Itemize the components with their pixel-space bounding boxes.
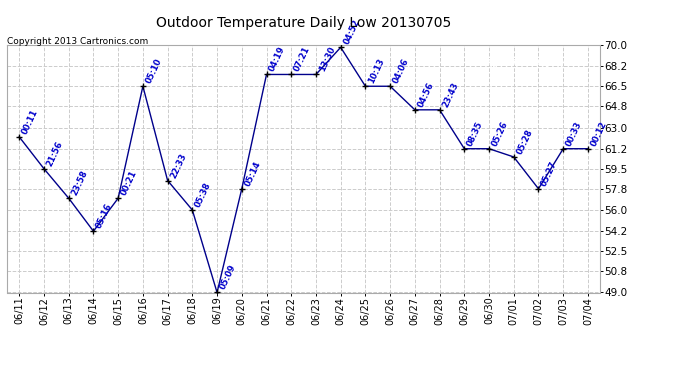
Text: 04:52: 04:52 bbox=[342, 18, 362, 46]
Text: 05:09: 05:09 bbox=[218, 264, 237, 291]
Text: 08:35: 08:35 bbox=[466, 120, 485, 147]
Text: 23:43: 23:43 bbox=[441, 81, 460, 109]
Text: 05:14: 05:14 bbox=[243, 159, 262, 188]
Text: 22:33: 22:33 bbox=[169, 152, 188, 179]
Text: 05:26: 05:26 bbox=[491, 120, 510, 147]
Text: 21:56: 21:56 bbox=[46, 140, 65, 168]
Text: 00:21: 00:21 bbox=[119, 169, 139, 197]
Text: 10:13: 10:13 bbox=[366, 57, 386, 85]
Text: 00:12: 00:12 bbox=[589, 120, 609, 147]
Text: 05:28: 05:28 bbox=[515, 128, 535, 156]
Text: 04:06: 04:06 bbox=[391, 57, 411, 85]
Text: 05:10: 05:10 bbox=[144, 57, 164, 85]
Text: 23:58: 23:58 bbox=[70, 169, 90, 197]
Text: 13:30: 13:30 bbox=[317, 45, 337, 73]
Text: 05:27: 05:27 bbox=[540, 160, 559, 188]
Text: 00:11: 00:11 bbox=[21, 108, 40, 136]
Text: 04:56: 04:56 bbox=[416, 81, 435, 109]
Text: 04:19: 04:19 bbox=[268, 45, 287, 73]
Text: Outdoor Temperature Daily Low 20130705: Outdoor Temperature Daily Low 20130705 bbox=[156, 16, 451, 30]
Text: 05:38: 05:38 bbox=[194, 181, 213, 209]
Text: Copyright 2013 Cartronics.com: Copyright 2013 Cartronics.com bbox=[7, 38, 148, 46]
Text: 07:21: 07:21 bbox=[293, 45, 312, 73]
Text: 00:33: 00:33 bbox=[564, 120, 584, 147]
Text: 05:16: 05:16 bbox=[95, 202, 114, 230]
